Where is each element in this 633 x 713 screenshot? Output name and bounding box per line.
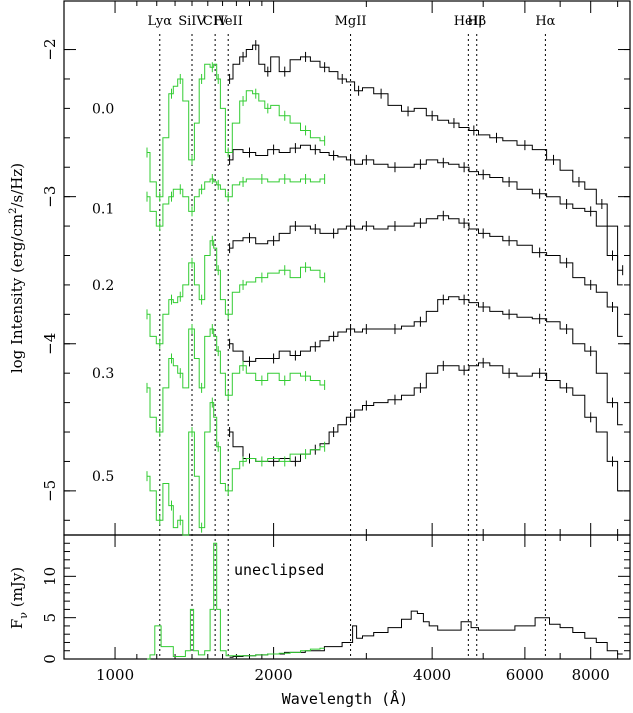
bottom-ylabel-rest: (mJy) <box>8 567 26 612</box>
top-ylabel-sup: 2 <box>8 207 19 213</box>
spectrum-0-3-uv- <box>147 328 325 433</box>
row-label: 0.5 <box>92 469 114 485</box>
spectrum-0-1 <box>229 144 623 286</box>
spectrum-0-5-uv- <box>147 402 325 536</box>
bottom-y-axis-title: Fν (mJy) <box>8 567 30 629</box>
line-marker-label: MgII <box>335 14 367 29</box>
bottom-y-ticks: 0 5 10 <box>41 542 630 664</box>
bottom-ylabel-main: F <box>8 619 26 629</box>
x-tick-label: 1000 <box>96 666 134 684</box>
x-tick-label: 8000 <box>572 666 610 684</box>
line-marker-label: Lyα <box>148 14 173 29</box>
bottom-y-tick-label: 10 <box>41 567 59 586</box>
bottom-y-tick-label: 5 <box>41 613 59 623</box>
spectrum-0-0 <box>229 44 623 271</box>
spectrum-0-1-uv- <box>147 178 325 227</box>
line-marker-label: CIV <box>203 14 228 29</box>
spectrum-0-5 <box>229 362 623 492</box>
x-tick-label: 2000 <box>254 666 292 684</box>
top-y-tick-label: −3 <box>41 186 59 208</box>
bottom-y-tick-label: 0 <box>41 654 59 664</box>
spectrum-uneclipsed-optical- <box>229 610 623 658</box>
top-y-ticks: −2 −3 −4 −5 <box>41 38 630 521</box>
row-label: 0.0 <box>92 101 114 117</box>
bottom-ylabel-sub: ν <box>17 612 30 619</box>
spectrum-0-3 <box>229 296 623 426</box>
top-ylabel-suffix: /s/Hz) <box>8 163 26 208</box>
top-y-tick-label: −4 <box>41 333 59 355</box>
line-marker-label: HeII <box>214 14 243 29</box>
row-label: 0.2 <box>92 278 114 294</box>
spectrum-uneclipsed-uv- <box>147 542 325 660</box>
uneclipsed-annotation: uneclipsed <box>234 561 324 579</box>
bottom-panel-frame <box>63 534 631 660</box>
top-series-group <box>146 40 624 536</box>
top-ylabel-prefix: log Intensity (erg/cm <box>8 214 26 373</box>
line-marker-label: SiIV <box>178 14 206 29</box>
x-tick-label: 4000 <box>413 666 451 684</box>
top-y-tick-label: −5 <box>41 480 59 502</box>
top-y-tick-label: −2 <box>41 38 59 60</box>
row-label: 0.3 <box>92 366 114 382</box>
row-label: 0.1 <box>92 201 114 217</box>
line-marker-label: HeII <box>454 14 483 29</box>
row-labels: 0.0 0.1 0.2 0.3 0.5 <box>92 101 114 485</box>
x-ticks: 1000 2000 4000 6000 8000 <box>96 1 619 684</box>
line-marker-label: Hβ <box>467 14 486 29</box>
spectrum-0-0-uv- <box>147 63 325 198</box>
spectrum-0-2-uv- <box>147 240 325 345</box>
x-axis-title: Wavelength (Å) <box>282 689 408 708</box>
top-y-axis-title: log Intensity (erg/cm2/s/Hz) <box>8 163 26 373</box>
bottom-series-group <box>147 542 623 660</box>
line-marker-label: Hα <box>535 14 555 29</box>
x-tick-label: 6000 <box>506 666 544 684</box>
